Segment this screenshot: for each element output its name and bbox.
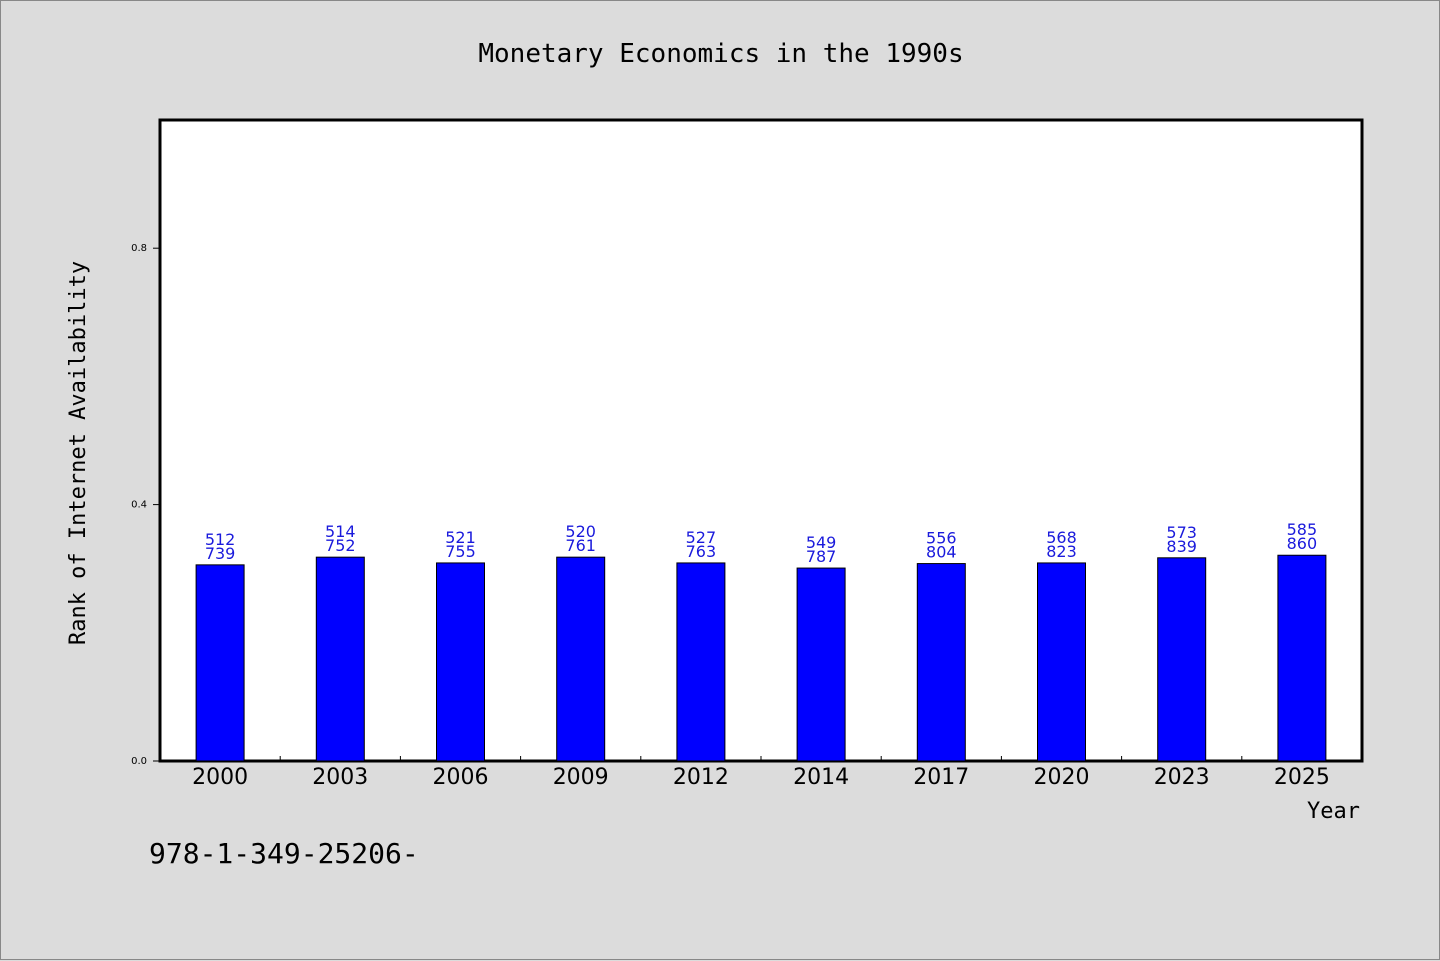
bar-2012 (676, 562, 726, 762)
x-tick-label-2023: 2023 (1154, 765, 1210, 790)
y-axis-label: Rank of Internet Availability (66, 261, 91, 645)
bar-2023 (1157, 557, 1207, 762)
data-label-2009-bottom: 761 (565, 536, 596, 555)
data-label-2003-top: 514 (325, 522, 356, 541)
data-label-2003-bottom: 752 (325, 536, 356, 555)
bar-2014 (796, 567, 846, 762)
bar-2006 (436, 562, 485, 762)
y-tick-label-0: 0.0 (131, 756, 147, 767)
bars-layer (195, 554, 1327, 762)
x-tick-label-2006: 2006 (433, 765, 489, 790)
data-label-2023-bottom: 839 (1166, 537, 1197, 556)
x-tick-label-2025: 2025 (1274, 765, 1330, 790)
data-label-2017-top: 556 (926, 529, 957, 548)
data-label-2009-top: 520 (565, 522, 596, 541)
x-tick-label-2012: 2012 (673, 765, 729, 790)
chart-title: Monetary Economics in the 1990s (478, 39, 963, 69)
data-label-2012-bottom: 763 (686, 542, 717, 561)
x-axis-ticks: 2000 2003 2006 2009 2012 2014 2017 2020 2023 2025 (192, 756, 1330, 790)
bar-2017 (916, 563, 966, 762)
y-tick-label-2: 0.8 (131, 243, 147, 254)
data-label-2000-top: 512 (205, 530, 236, 549)
data-label-2023-top: 573 (1166, 523, 1197, 542)
bar-2025 (1277, 554, 1327, 762)
y-tick-label-1: 0.4 (131, 500, 147, 511)
x-tick-label-2003: 2003 (312, 765, 368, 790)
x-tick-label-2009: 2009 (553, 765, 609, 790)
data-label-2025-top: 585 (1287, 520, 1318, 539)
data-label-2000-bottom: 739 (205, 544, 236, 563)
data-label-2025-bottom: 860 (1287, 534, 1318, 553)
x-tick-label-2014: 2014 (793, 765, 849, 790)
bar-2000 (195, 564, 245, 762)
x-axis-label: Year (1307, 799, 1360, 824)
data-label-2014-bottom: 787 (806, 547, 837, 566)
x-tick-label-2020: 2020 (1034, 765, 1090, 790)
data-label-2020-bottom: 823 (1046, 542, 1077, 561)
bar-2009 (556, 556, 606, 762)
bar-2003 (315, 556, 365, 762)
data-label-2006-bottom: 755 (445, 542, 476, 561)
bar-2020 (1037, 562, 1086, 762)
x-tick-label-2000: 2000 (192, 765, 248, 790)
data-label-2020-top: 568 (1046, 528, 1077, 547)
y-axis-ticks: 0.0 0.4 0.8 (131, 243, 160, 767)
data-label-2017-bottom: 804 (926, 543, 957, 562)
x-tick-label-2017: 2017 (913, 765, 969, 790)
footnote-isbn: 978-1-349-25206- (149, 837, 419, 870)
data-label-2014-top: 549 (806, 533, 837, 552)
data-label-2006-top: 521 (445, 528, 476, 547)
data-label-2012-top: 527 (686, 528, 717, 547)
